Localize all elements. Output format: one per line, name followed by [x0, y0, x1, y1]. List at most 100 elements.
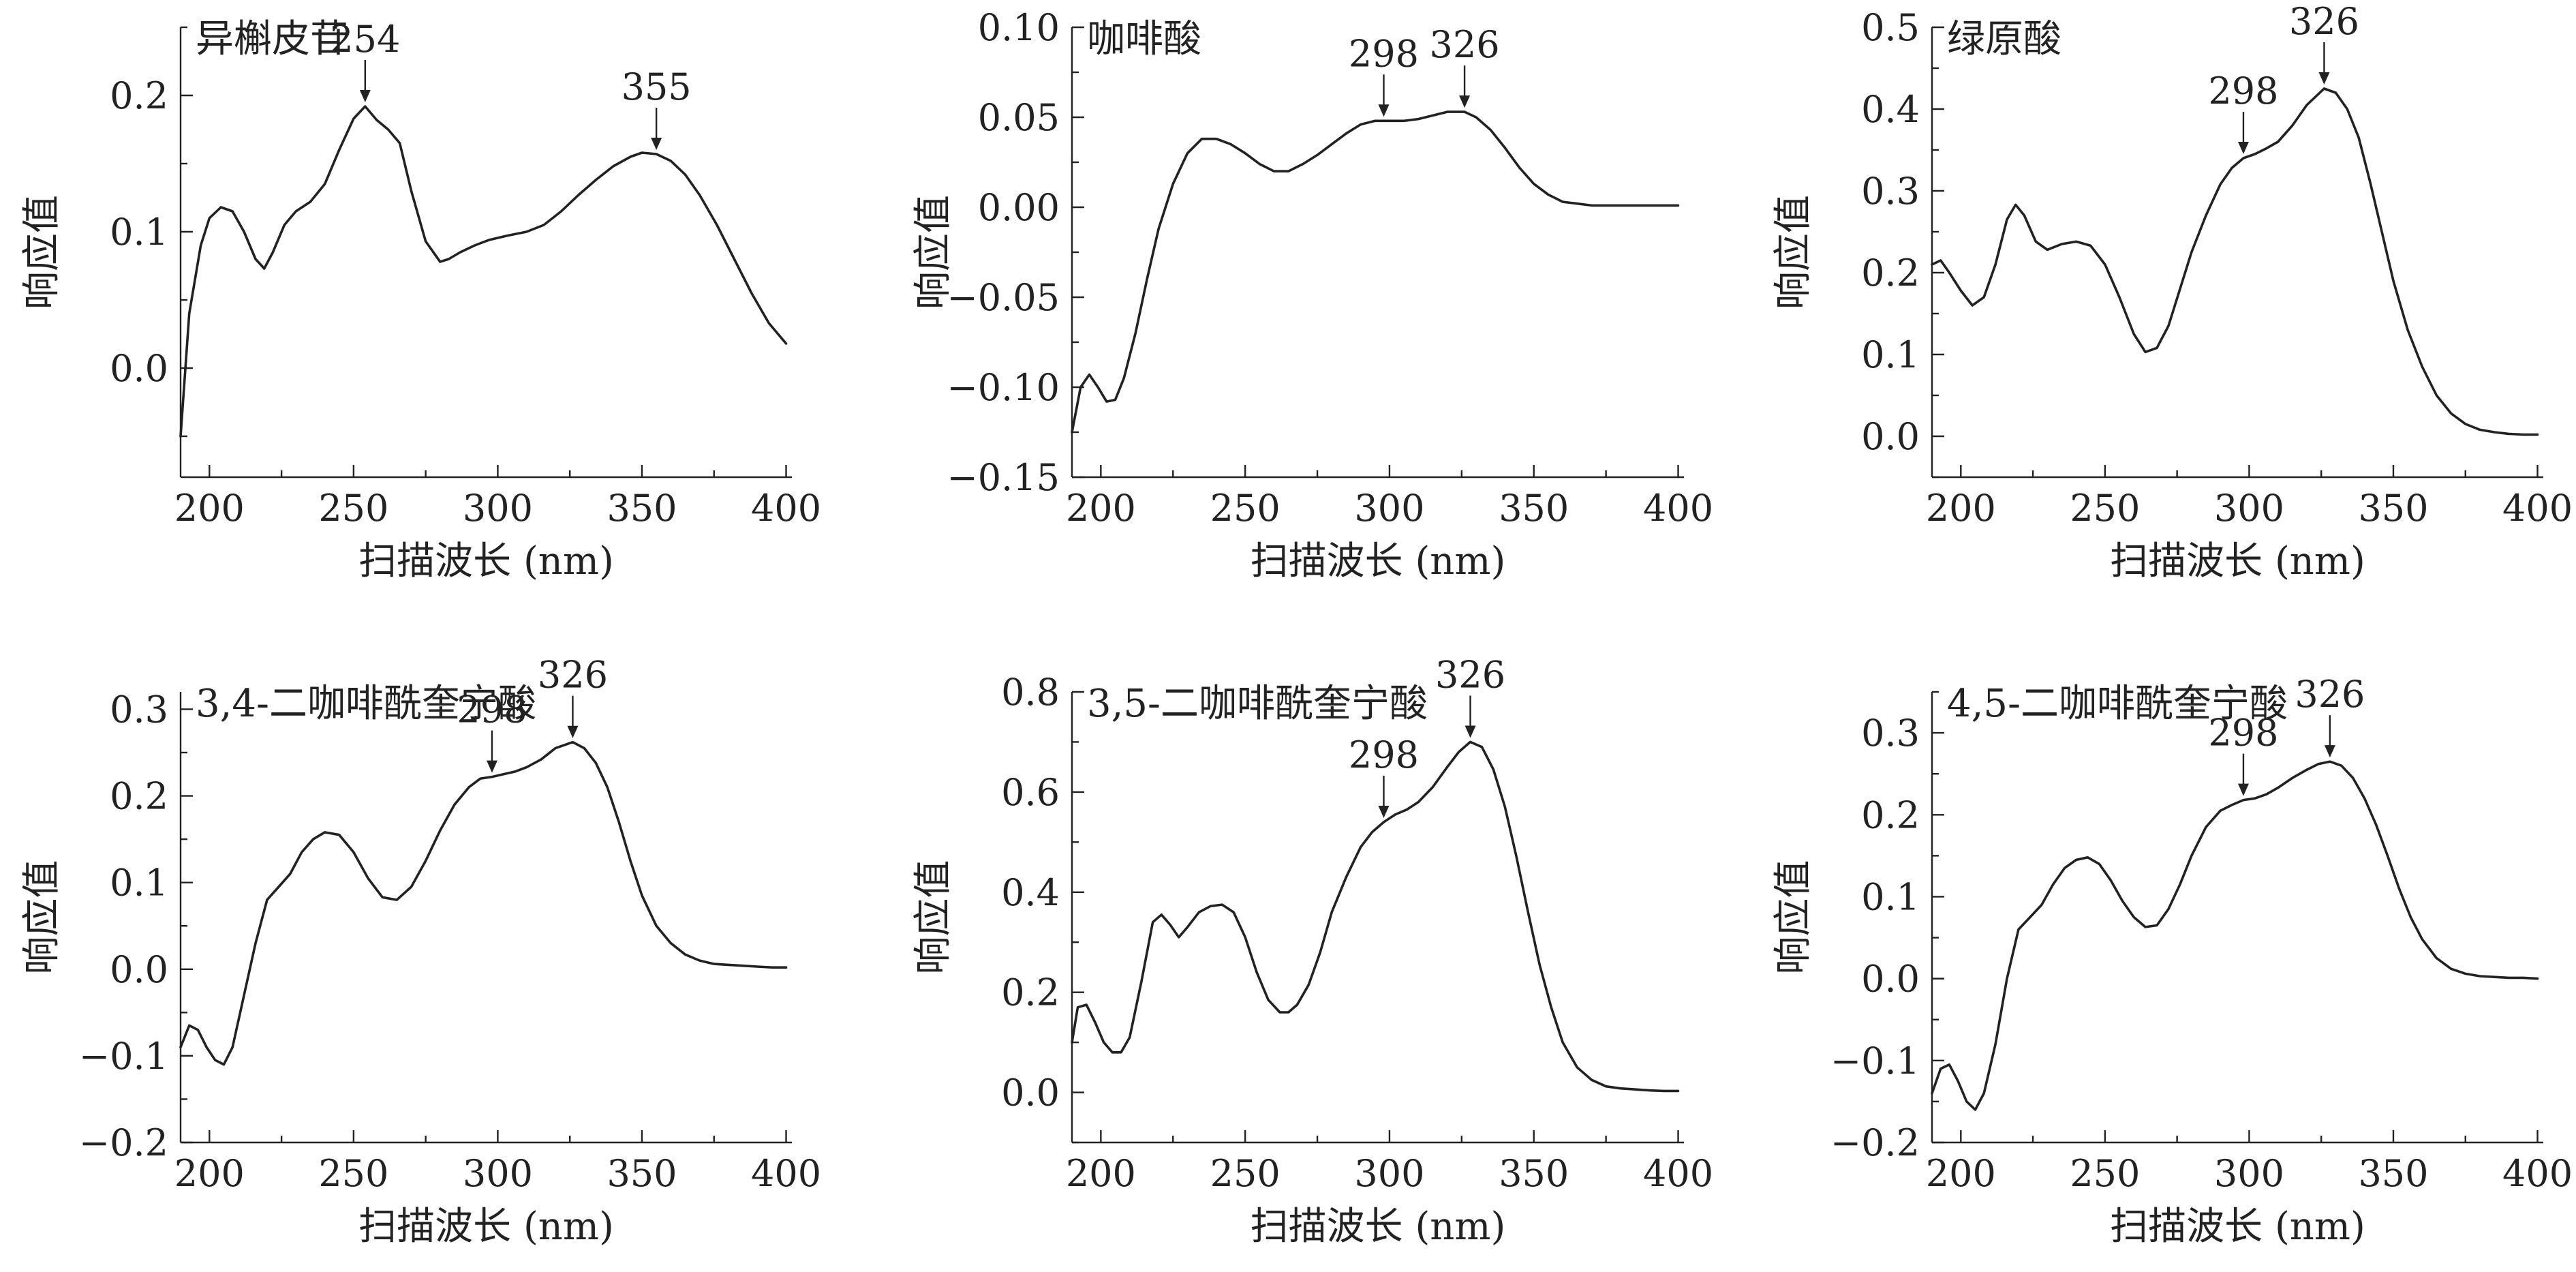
spectrum-line [1071, 740, 1680, 1093]
x-tick-label: 200 [1926, 487, 1996, 530]
y-tick-label: 0.1 [110, 862, 168, 905]
y-tick-label: 0.2 [110, 74, 168, 117]
peak-arrow-head [359, 90, 371, 102]
spectrum-line [179, 740, 788, 1066]
y-axis-label: 响应值 [1771, 195, 1815, 309]
chart-title: 咖啡酸 [1087, 17, 1201, 61]
y-tick-label: −0.10 [947, 366, 1060, 409]
y-tick-label: 0.2 [1861, 793, 1920, 836]
x-tick-label: 300 [2214, 1152, 2284, 1195]
x-tick-label: 300 [463, 1152, 533, 1195]
x-tick-label: 300 [1354, 1152, 1424, 1195]
peak-arrow-head [2318, 72, 2330, 85]
x-tick-label: 200 [174, 487, 245, 530]
x-tick-label: 400 [751, 1152, 821, 1195]
peak-label: 298 [1349, 733, 1419, 776]
x-tick-label: 350 [2358, 487, 2428, 530]
x-axis-label: 扫描波长 (nm) [2110, 1205, 2365, 1249]
spectrum-line [1931, 760, 2539, 1111]
y-axis-label: 响应值 [911, 860, 955, 975]
y-axis-label: 响应值 [911, 195, 955, 309]
y-tick-label: 0.0 [1861, 958, 1920, 1001]
y-tick-label: 0.0 [110, 347, 168, 390]
x-tick-label: 350 [1499, 487, 1569, 530]
peak-arrow-head [2237, 142, 2249, 154]
y-tick-label: 0.4 [1861, 88, 1920, 131]
x-tick-label: 250 [2070, 487, 2140, 530]
y-axis-label: 响应值 [20, 860, 64, 975]
chart-title: 异槲皮苷 [196, 17, 348, 61]
x-tick-label: 400 [1643, 1152, 1713, 1195]
peak-arrow-head [1378, 104, 1390, 117]
y-tick-label: 0.2 [110, 775, 168, 818]
y-tick-label: 0.6 [1001, 771, 1060, 814]
x-tick-label: 200 [1926, 1152, 1996, 1195]
y-tick-label: 0.1 [1861, 333, 1920, 376]
chart-title: 3,5-二咖啡酰奎宁酸 [1087, 682, 1428, 726]
x-tick-label: 250 [1210, 487, 1281, 530]
peak-label: 326 [2295, 673, 2365, 716]
peak-label: 298 [2208, 70, 2278, 112]
y-tick-label: 0.0 [110, 948, 168, 991]
y-tick-label: −0.05 [947, 276, 1060, 319]
x-tick-label: 300 [2214, 487, 2284, 530]
y-tick-label: 0.1 [1861, 875, 1920, 918]
y-tick-label: 0.10 [978, 6, 1060, 49]
x-tick-label: 300 [1354, 487, 1424, 530]
peak-label: 298 [2208, 712, 2278, 755]
peak-arrow-head [1378, 805, 1390, 818]
peak-arrow-head [2324, 745, 2335, 758]
peak-arrow-head [1465, 725, 1476, 738]
chart-panel-2: 200 250 300 350 400 0.10 0.05 0.00 −0.05 −0.10 −0.… [911, 6, 1713, 584]
chart-panel-4: 200 250 300 350 400 0.3 0.2 0.1 0.0 −0.1 −0.2 298 32… [20, 654, 821, 1249]
x-tick-label: 250 [318, 487, 388, 530]
y-tick-label: 0.05 [978, 96, 1060, 139]
peak-arrow-head [651, 138, 662, 150]
y-tick-label: 0.2 [1001, 971, 1060, 1014]
x-tick-label: 350 [1499, 1152, 1569, 1195]
y-axis-label: 响应值 [1771, 860, 1815, 975]
y-tick-label: 0.3 [1861, 170, 1920, 213]
x-tick-label: 200 [1066, 487, 1136, 530]
x-axis-label: 扫描波长 (nm) [358, 539, 614, 584]
x-tick-label: 200 [174, 1152, 245, 1195]
spectrum-line [1071, 110, 1680, 434]
chart-title: 绿原酸 [1947, 17, 2061, 61]
x-tick-label: 300 [463, 487, 533, 530]
x-tick-label: 250 [2070, 1152, 2140, 1195]
y-tick-label: 0.0 [1861, 415, 1920, 458]
peak-arrow-head [567, 725, 579, 738]
y-tick-label: −0.1 [79, 1035, 168, 1078]
chart-title: 3,4-二咖啡酰奎宁酸 [196, 682, 536, 726]
x-axis-label: 扫描波长 (nm) [2110, 539, 2365, 584]
y-tick-label: 0.1 [110, 211, 168, 254]
x-tick-label: 400 [2502, 1152, 2573, 1195]
y-tick-label: −0.2 [1830, 1121, 1920, 1164]
x-tick-label: 250 [1210, 1152, 1281, 1195]
x-tick-label: 350 [607, 487, 677, 530]
x-axis-label: 扫描波长 (nm) [1251, 539, 1506, 584]
y-tick-label: 0.2 [1861, 252, 1920, 294]
y-tick-label: 0.3 [1861, 712, 1920, 755]
y-tick-label: 0.8 [1001, 671, 1060, 714]
peak-label: 326 [1435, 653, 1505, 696]
y-tick-label: 0.4 [1001, 871, 1060, 914]
y-axis-label: 响应值 [20, 195, 64, 309]
chart-title: 4,5-二咖啡酰奎宁酸 [1947, 682, 2288, 726]
x-tick-label: 200 [1066, 1152, 1136, 1195]
spectrum-line [1931, 87, 2539, 436]
x-axis-label: 扫描波长 (nm) [1251, 1205, 1506, 1249]
peak-arrow-head [1459, 95, 1471, 108]
chart-panel-3: 200 250 300 350 400 0.5 0.4 0.3 0.2 0.1 0.0 298 326 绿… [1771, 0, 2573, 584]
y-tick-label: −0.2 [79, 1121, 168, 1164]
y-tick-label: −0.1 [1830, 1040, 1920, 1082]
peak-label: 326 [2289, 0, 2359, 43]
peak-label: 355 [622, 65, 692, 108]
peak-arrow-head [2237, 783, 2249, 796]
peak-arrow-head [486, 760, 497, 773]
x-tick-label: 350 [607, 1152, 677, 1195]
chart-panel-6: 200 250 300 350 400 0.3 0.2 0.1 0.0 −0.1 −0.2 298 32… [1771, 673, 2573, 1249]
x-tick-label: 350 [2358, 1152, 2428, 1195]
